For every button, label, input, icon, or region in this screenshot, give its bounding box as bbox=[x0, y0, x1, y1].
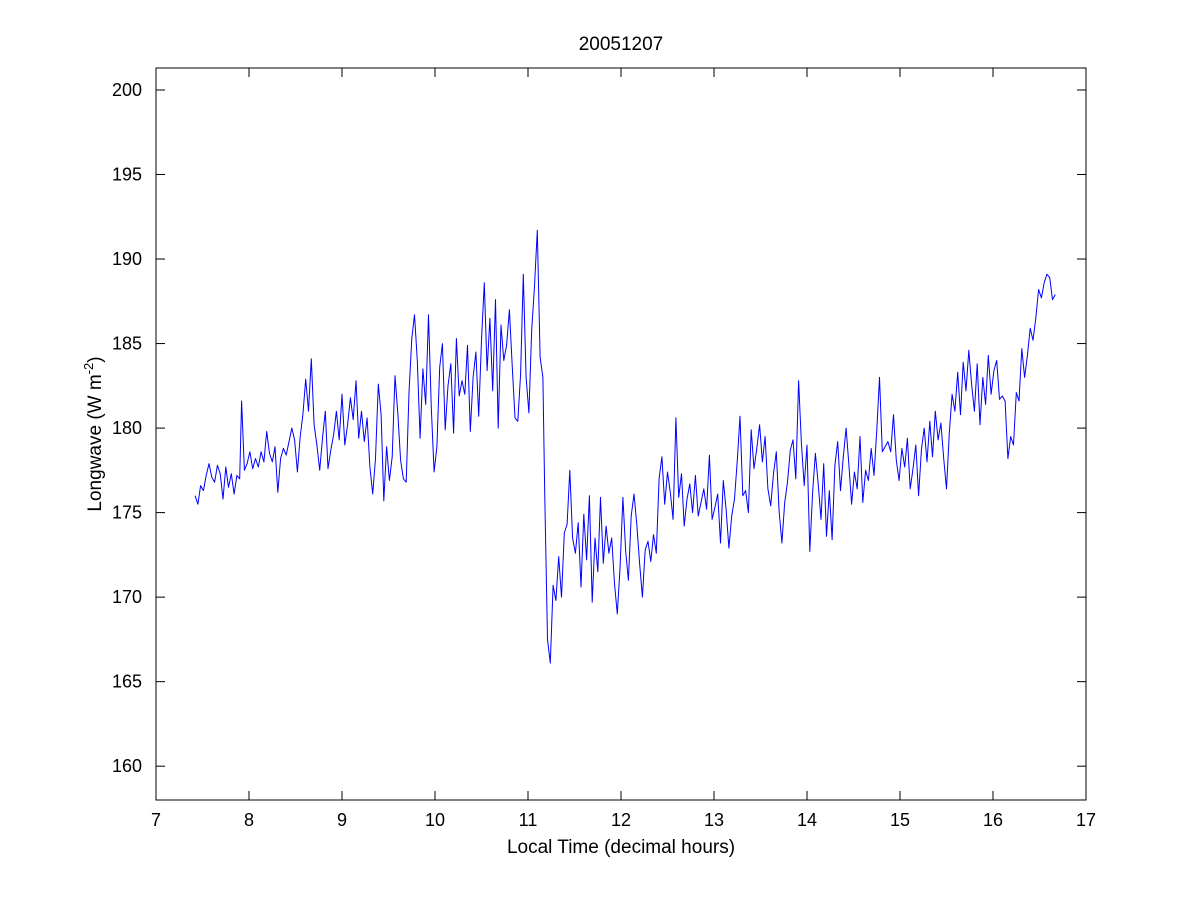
y-tick-label: 195 bbox=[112, 165, 142, 185]
y-tick-label: 190 bbox=[112, 249, 142, 269]
x-axis-title: Local Time (decimal hours) bbox=[507, 837, 735, 858]
x-tick-label: 12 bbox=[611, 810, 631, 830]
y-tick-label: 160 bbox=[112, 756, 142, 776]
y-tick-label: 175 bbox=[112, 503, 142, 523]
y-axis-title: Longwave (W m-2) bbox=[81, 356, 106, 511]
x-tick-label: 9 bbox=[337, 810, 347, 830]
y-axis-title-suffix: ) bbox=[85, 356, 106, 362]
y-tick-label: 165 bbox=[112, 672, 142, 692]
y-tick-label: 200 bbox=[112, 80, 142, 100]
longwave-series-line bbox=[194, 229, 1056, 664]
y-axis-title-superscript: -2 bbox=[81, 363, 96, 375]
x-tick-label: 15 bbox=[890, 810, 910, 830]
plot-area bbox=[155, 67, 1087, 801]
y-tick-label: 185 bbox=[112, 334, 142, 354]
x-tick-label: 8 bbox=[244, 810, 254, 830]
y-axis-title-base: Longwave (W m bbox=[85, 374, 106, 511]
y-tick-label: 170 bbox=[112, 587, 142, 607]
x-tick-label: 16 bbox=[983, 810, 1003, 830]
x-tick-label: 11 bbox=[519, 810, 538, 830]
x-tick-label: 10 bbox=[425, 810, 445, 830]
y-tick-label: 180 bbox=[112, 418, 142, 438]
x-tick-label: 14 bbox=[797, 810, 817, 830]
x-tick-label: 17 bbox=[1076, 810, 1096, 830]
axes-box bbox=[155, 67, 1087, 801]
x-tick-label: 13 bbox=[704, 810, 724, 830]
chart-title: 20051207 bbox=[579, 34, 664, 55]
axis-ticks: 7 8 9 10 11 12 13 14 15 16 17 160 165 170 175 180 185 190… bbox=[112, 68, 1096, 830]
series-layer bbox=[194, 229, 1056, 664]
x-tick-label: 7 bbox=[151, 810, 161, 830]
